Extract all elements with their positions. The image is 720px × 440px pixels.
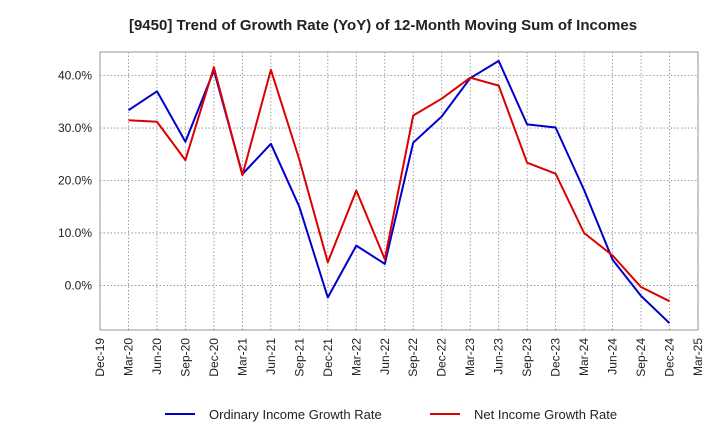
- x-tick-label: Jun-20: [150, 338, 164, 375]
- y-tick-label: 40.0%: [58, 69, 92, 83]
- series-line-2: [128, 66, 670, 303]
- legend: Ordinary Income Growth Rate Net Income Gr…: [165, 407, 617, 422]
- x-tick-label: Sep-23: [520, 338, 534, 377]
- x-tick-label: Dec-22: [435, 338, 449, 377]
- x-tick-label: Dec-24: [663, 338, 677, 377]
- x-tick-label: Sep-20: [178, 338, 192, 377]
- x-tick-label: Dec-19: [93, 338, 107, 377]
- x-tick-label: Dec-20: [207, 338, 221, 377]
- chart-title: [9450] Trend of Growth Rate (YoY) of 12-…: [129, 17, 637, 34]
- x-tick-label: Dec-21: [321, 338, 335, 377]
- x-tick-label: Jun-23: [492, 338, 506, 375]
- legend-label-1: Ordinary Income Growth Rate: [209, 407, 382, 422]
- y-tick-label: 10.0%: [58, 226, 92, 240]
- x-tick-label: Mar-20: [121, 338, 135, 376]
- y-tick-label: 0.0%: [65, 278, 93, 292]
- x-tick-label: Mar-22: [349, 338, 363, 376]
- x-tick-label: Mar-25: [691, 338, 705, 376]
- x-tick-label: Sep-22: [406, 338, 420, 377]
- x-tick-label: Jun-21: [264, 338, 278, 375]
- x-tick-label: Jun-22: [378, 338, 392, 375]
- legend-label-2: Net Income Growth Rate: [474, 407, 617, 422]
- y-tick-label: 30.0%: [58, 121, 92, 135]
- x-tick-label: Jun-24: [606, 338, 620, 375]
- x-tick-label: Mar-21: [235, 338, 249, 376]
- x-tick-label: Sep-24: [634, 338, 648, 377]
- x-tick-label: Sep-21: [292, 338, 306, 377]
- axes: 0.0% 10.0% 20.0% 30.0% 40.0% Dec-19 Mar-20 Jun-…: [58, 69, 705, 377]
- series-lines: [127, 59, 671, 324]
- y-tick-label: 20.0%: [58, 174, 92, 188]
- x-tick-label: Mar-24: [577, 338, 591, 376]
- x-tick-label: Mar-23: [463, 338, 477, 376]
- x-tick-label: Dec-23: [549, 338, 563, 377]
